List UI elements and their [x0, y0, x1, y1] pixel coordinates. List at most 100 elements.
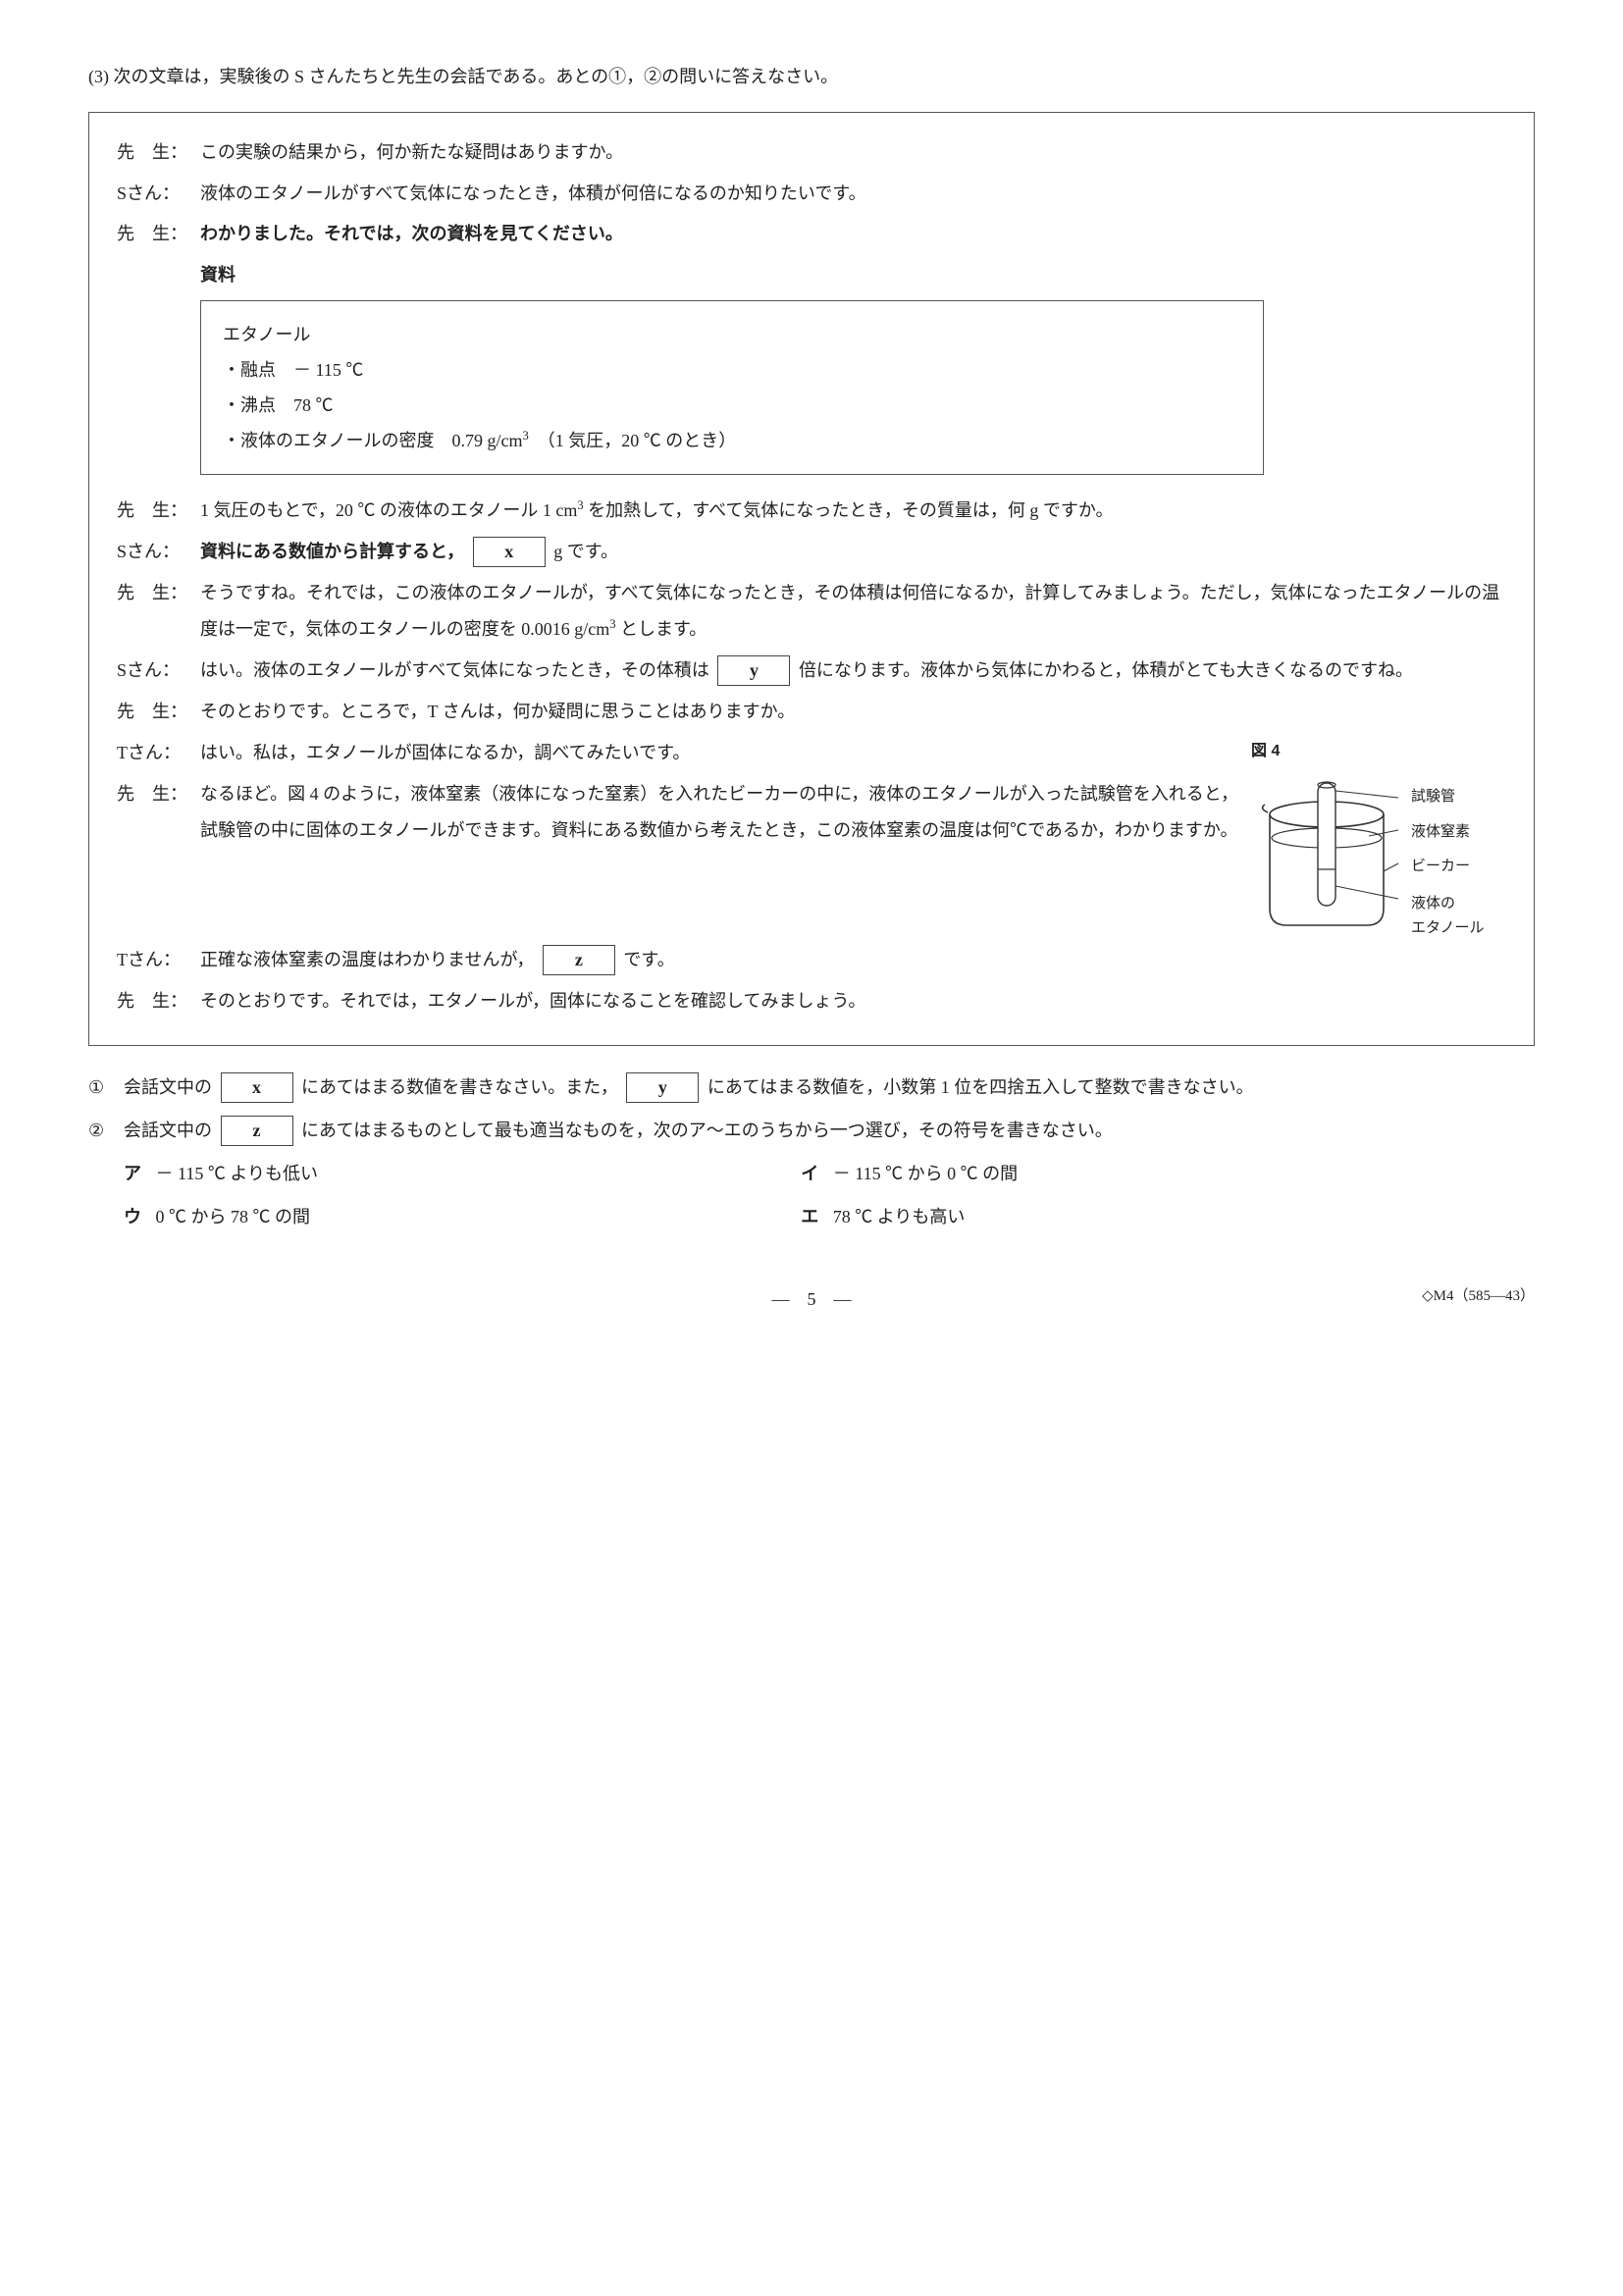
dialog-line: 先 生： そのとおりです。それでは，エタノールが，固体になることを確認してみまし… [117, 983, 1506, 1020]
choice-text: 78 ℃ よりも高い [833, 1207, 966, 1226]
speaker: 先 生： [117, 216, 200, 253]
choice-b: イ － 115 ℃ から 0 ℃ の間 [801, 1156, 1478, 1193]
subquestion-1: ① 会話文中の x にあてはまる数値を書きなさい。また， y にあてはまる数値を… [88, 1070, 1535, 1107]
dialog-line: 先 生： なるほど。図 4 のように，液体窒素（液体になった窒素）を入れたビーカ… [117, 776, 1251, 851]
dialog-line: 先 生： 1 気圧のもとで，20 ℃ の液体のエタノール 1 cm3 を加熱して… [117, 493, 1506, 530]
answer-choices: ア － 115 ℃ よりも低い イ － 115 ℃ から 0 ℃ の間 ウ 0 … [124, 1156, 1535, 1242]
beaker-diagram-icon [1251, 773, 1403, 935]
speaker: 先 生： [117, 776, 200, 851]
speech: なるほど。図 4 のように，液体窒素（液体になった窒素）を入れたビーカーの中に，… [200, 776, 1251, 851]
dialog-line: Tさん： 正確な液体窒素の温度はわかりませんが， z です。 [117, 942, 1506, 979]
speaker: 先 生： [117, 575, 200, 650]
page-footer: — 5 — ◇M4（585―43） [88, 1281, 1535, 1319]
choice-text: 0 ℃ から 78 ℃ の間 [156, 1207, 311, 1226]
subq-number: ② [88, 1113, 124, 1150]
speaker: 先 生： [117, 493, 200, 530]
figure-4-labels: 試験管 液体窒素 ビーカー 液体の エタノール [1411, 773, 1485, 942]
dialog-box: 先 生： この実験の結果から，何か新たな疑問はありますか。 Sさん： 液体のエタ… [88, 112, 1535, 1047]
page-number: — 5 — [772, 1289, 852, 1309]
speaker: Sさん： [117, 652, 200, 690]
choice-text: － 115 ℃ から 0 ℃ の間 [833, 1164, 1018, 1183]
choice-mark: イ [801, 1164, 818, 1183]
question-intro: (3) 次の文章は，実験後の S さんたちと先生の会話である。あとの①，②の問い… [88, 59, 1535, 96]
dialog-line: 先 生： そのとおりです。ところで，T さんは，何か疑問に思うことはありますか。 [117, 694, 1506, 731]
dialog-line: Tさん： はい。私は，エタノールが固体になるか，調べてみたいです。 [117, 735, 1251, 772]
reference-box: エタノール ・融点 － 115 ℃ ・沸点 78 ℃ ・液体のエタノールの密度 … [200, 300, 1264, 475]
speaker: Tさん： [117, 735, 200, 772]
dialog-line: Sさん： はい。液体のエタノールがすべて気体になったとき，その体積は y 倍にな… [117, 652, 1506, 690]
subq-body: 会話文中の x にあてはまる数値を書きなさい。また， y にあてはまる数値を，小… [124, 1070, 1535, 1107]
speech-text: です。 [623, 950, 674, 969]
choice-c: ウ 0 ℃ から 78 ℃ の間 [124, 1199, 801, 1236]
page-code: ◇M4（585―43） [1422, 1281, 1535, 1313]
speaker: Sさん： [117, 176, 200, 213]
speech-text: そうですね。それでは，この液体のエタノールが，すべて気体になったとき，その体積は… [200, 583, 1499, 640]
speech-text: 1 気圧のもとで，20 ℃ の液体のエタノール 1 cm [200, 500, 577, 520]
blank-x-ref: x [221, 1072, 293, 1103]
speaker: 先 生： [117, 134, 200, 172]
subq-text: 会話文中の [124, 1121, 212, 1140]
choice-mark: ア [124, 1164, 141, 1183]
speech: この実験の結果から，何か新たな疑問はありますか。 [200, 134, 1506, 172]
subq-text: にあてはまる数値を，小数第 1 位を四捨五入して整数で書きなさい。 [707, 1077, 1254, 1097]
dialog-line: Sさん： 資料にある数値から計算すると， x g です。 [117, 534, 1506, 571]
speech-text: この実験の結果から，何か新たな疑問はありますか。 [200, 142, 623, 162]
speech-text: g です。 [553, 542, 618, 561]
ref-boiling-point: ・沸点 78 ℃ [223, 388, 1241, 423]
blank-y-ref: y [626, 1072, 699, 1103]
speech: わかりました。それでは，次の資料を見てください。 [200, 216, 1506, 253]
subq-text: にあてはまる数値を書きなさい。また， [301, 1077, 618, 1097]
subq-body: 会話文中の z にあてはまるものとして最も適当なものを，次のア～エのうちから一つ… [124, 1113, 1535, 1150]
speech: そうですね。それでは，この液体のエタノールが，すべて気体になったとき，その体積は… [200, 575, 1506, 650]
figure-4-body: 試験管 液体窒素 ビーカー 液体の エタノール [1251, 773, 1506, 942]
label-ethanol-2: エタノール [1411, 916, 1485, 942]
speech: 正確な液体窒素の温度はわかりませんが， z です。 [200, 942, 1506, 979]
speech: 液体のエタノールがすべて気体になったとき，体積が何倍になるのか知りたいです。 [200, 176, 1506, 213]
ref-density-a: ・液体のエタノールの密度 0.79 g/cm [223, 431, 522, 450]
blank-z: z [543, 945, 615, 975]
speech: そのとおりです。ところで，T さんは，何か疑問に思うことはありますか。 [200, 694, 1506, 731]
subq-text: 会話文中の [124, 1077, 212, 1097]
dialog-line: 先 生： わかりました。それでは，次の資料を見てください。 [117, 216, 1506, 253]
choice-mark: ウ [124, 1207, 141, 1226]
q-number: (3) [88, 67, 109, 86]
speaker: Sさん： [117, 534, 200, 571]
speaker: Tさん： [117, 942, 200, 979]
blank-y: y [717, 655, 790, 686]
ref-melting-point: ・融点 － 115 ℃ [223, 352, 1241, 388]
label-liquid-nitrogen: 液体窒素 [1411, 820, 1485, 846]
q-intro-text: 次の文章は，実験後の S さんたちと先生の会話である。あとの①，②の問いに答えな… [114, 67, 839, 86]
figure-left-text: Tさん： はい。私は，エタノールが固体になるか，調べてみたいです。 先 生： な… [117, 735, 1251, 854]
subquestion-2: ② 会話文中の z にあてはまるものとして最も適当なものを，次のア～エのうちから… [88, 1113, 1535, 1150]
speech: はい。私は，エタノールが固体になるか，調べてみたいです。 [200, 735, 1251, 772]
figure-4: 図 4 [1251, 735, 1506, 942]
blank-x: x [473, 537, 546, 567]
figure-row: Tさん： はい。私は，エタノールが固体になるか，調べてみたいです。 先 生： な… [117, 735, 1506, 942]
choice-mark: エ [801, 1207, 818, 1226]
dialog-line: Sさん： 液体のエタノールがすべて気体になったとき，体積が何倍になるのか知りたい… [117, 176, 1506, 213]
label-test-tube: 試験管 [1411, 785, 1485, 810]
speaker: 先 生： [117, 983, 200, 1020]
ref-density-b: （1 気圧，20 ℃ のとき） [529, 431, 737, 450]
speech: 1 気圧のもとで，20 ℃ の液体のエタノール 1 cm3 を加熱して，すべて気… [200, 493, 1506, 530]
choice-d: エ 78 ℃ よりも高い [801, 1199, 1478, 1236]
speech-text: わかりました。それでは，次の資料を見てください。 [200, 224, 623, 243]
subquestions: ① 会話文中の x にあてはまる数値を書きなさい。また， y にあてはまる数値を… [88, 1070, 1535, 1241]
subq-number: ① [88, 1070, 124, 1107]
speech-text: 正確な液体窒素の温度はわかりませんが， [200, 950, 534, 969]
speech: そのとおりです。それでは，エタノールが，固体になることを確認してみましょう。 [200, 983, 1506, 1020]
speech: 資料にある数値から計算すると， x g です。 [200, 534, 1506, 571]
subq-text: にあてはまるものとして最も適当なものを，次のア～エのうちから一つ選び，その符号を… [301, 1121, 1113, 1140]
dialog-line: 先 生： そうですね。それでは，この液体のエタノールが，すべて気体になったとき，… [117, 575, 1506, 650]
speaker: 先 生： [117, 694, 200, 731]
ref-density: ・液体のエタノールの密度 0.79 g/cm3 （1 気圧，20 ℃ のとき） [223, 423, 1241, 458]
speech-text: 倍になります。液体から気体にかわると，体積がとても大きくなるのですね。 [799, 660, 1413, 680]
reference-block: 資料 エタノール ・融点 － 115 ℃ ・沸点 78 ℃ ・液体のエタノールの… [200, 257, 1506, 475]
speech-text: はい。液体のエタノールがすべて気体になったとき，その体積は [200, 660, 709, 680]
label-ethanol-1: 液体の [1411, 892, 1485, 917]
speech: はい。液体のエタノールがすべて気体になったとき，その体積は y 倍になります。液… [200, 652, 1506, 690]
dialog-line: 先 生： この実験の結果から，何か新たな疑問はありますか。 [117, 134, 1506, 172]
ref-substance: エタノール [223, 317, 1241, 352]
speech-text: を加熱して，すべて気体になったとき，その質量は，何 g ですか。 [584, 500, 1114, 520]
reference-title: 資料 [200, 257, 1506, 294]
